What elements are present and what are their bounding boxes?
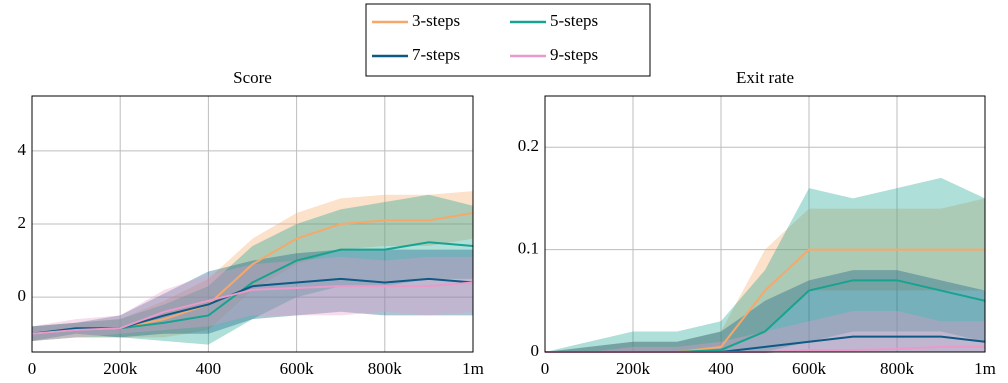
legend-label: 3-steps (412, 11, 460, 30)
x-tick-label: 800k (880, 359, 915, 378)
legend-label: 9-steps (550, 45, 598, 64)
confidence-band (32, 191, 473, 342)
confidence-band (545, 198, 985, 352)
y-tick-label: 0.2 (518, 136, 539, 155)
y-tick-label: 0.1 (518, 239, 539, 258)
legend-box (365, 3, 651, 77)
confidence-band (32, 249, 473, 342)
legend-label: 5-steps (550, 11, 598, 30)
panel-title: Score (233, 68, 272, 87)
panel-title: Exit rate (736, 68, 794, 87)
x-tick-label: 200k (616, 359, 651, 378)
x-tick-label: 1m (974, 359, 996, 378)
y-tick-label: 2 (18, 213, 27, 232)
x-tick-label: 400 (196, 359, 222, 378)
legend-label: 7-steps (412, 45, 460, 64)
x-tick-label: 800k (368, 359, 403, 378)
confidence-band (545, 270, 985, 352)
y-tick-label: 0 (531, 341, 540, 360)
x-tick-label: 200k (103, 359, 138, 378)
x-tick-label: 600k (792, 359, 827, 378)
x-tick-label: 0 (541, 359, 550, 378)
series-line (31, 281, 474, 335)
plot-frame (31, 95, 474, 353)
confidence-band (545, 177, 985, 352)
plot-frame (544, 95, 986, 353)
y-tick-label: 4 (18, 140, 27, 159)
x-tick-label: 0 (28, 359, 37, 378)
x-tick-label: 400 (708, 359, 734, 378)
confidence-band (32, 194, 473, 345)
x-tick-label: 600k (280, 359, 315, 378)
y-tick-label: 0 (18, 286, 27, 305)
x-tick-label: 1m (462, 359, 484, 378)
